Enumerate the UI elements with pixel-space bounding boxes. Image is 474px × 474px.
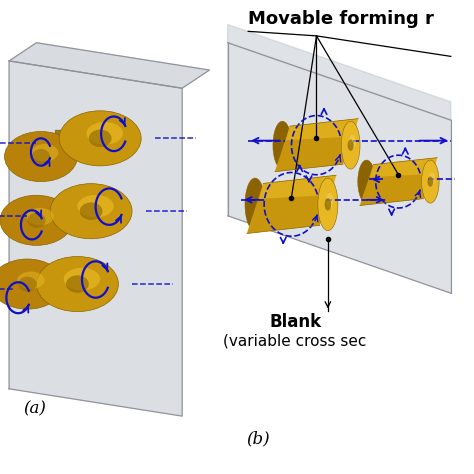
Ellipse shape bbox=[421, 160, 439, 203]
Ellipse shape bbox=[429, 173, 435, 185]
Ellipse shape bbox=[428, 176, 433, 187]
Ellipse shape bbox=[325, 198, 331, 210]
Text: (b): (b) bbox=[246, 430, 270, 447]
Ellipse shape bbox=[66, 275, 89, 293]
Text: Movable forming r: Movable forming r bbox=[248, 10, 434, 28]
Ellipse shape bbox=[5, 131, 77, 182]
Polygon shape bbox=[228, 43, 451, 293]
Ellipse shape bbox=[89, 129, 111, 147]
Ellipse shape bbox=[18, 276, 36, 292]
Ellipse shape bbox=[32, 149, 50, 164]
Polygon shape bbox=[32, 275, 73, 293]
Ellipse shape bbox=[326, 193, 333, 208]
Text: (variable cross sec: (variable cross sec bbox=[223, 334, 367, 348]
Polygon shape bbox=[360, 158, 437, 206]
Polygon shape bbox=[9, 43, 210, 88]
Ellipse shape bbox=[80, 202, 102, 220]
Ellipse shape bbox=[273, 121, 292, 169]
Ellipse shape bbox=[318, 178, 338, 231]
Polygon shape bbox=[247, 175, 336, 234]
Polygon shape bbox=[286, 118, 358, 140]
Ellipse shape bbox=[341, 121, 360, 169]
Ellipse shape bbox=[87, 122, 123, 145]
Polygon shape bbox=[9, 61, 182, 416]
Polygon shape bbox=[370, 158, 437, 177]
Ellipse shape bbox=[36, 256, 118, 311]
Polygon shape bbox=[55, 129, 96, 147]
Polygon shape bbox=[46, 202, 87, 220]
Ellipse shape bbox=[349, 135, 356, 148]
Ellipse shape bbox=[64, 268, 100, 290]
Text: Blank: Blank bbox=[269, 313, 321, 331]
Ellipse shape bbox=[27, 208, 54, 225]
Ellipse shape bbox=[0, 195, 73, 246]
Ellipse shape bbox=[50, 183, 132, 239]
Ellipse shape bbox=[18, 272, 45, 289]
Ellipse shape bbox=[0, 259, 64, 309]
Ellipse shape bbox=[347, 139, 354, 151]
Ellipse shape bbox=[77, 195, 114, 218]
Ellipse shape bbox=[59, 111, 141, 166]
Text: (a): (a) bbox=[23, 401, 46, 418]
Polygon shape bbox=[228, 25, 451, 120]
Polygon shape bbox=[275, 118, 358, 172]
Ellipse shape bbox=[31, 144, 58, 162]
Ellipse shape bbox=[245, 178, 265, 231]
Polygon shape bbox=[259, 175, 336, 199]
Ellipse shape bbox=[27, 213, 46, 228]
Ellipse shape bbox=[358, 160, 375, 203]
